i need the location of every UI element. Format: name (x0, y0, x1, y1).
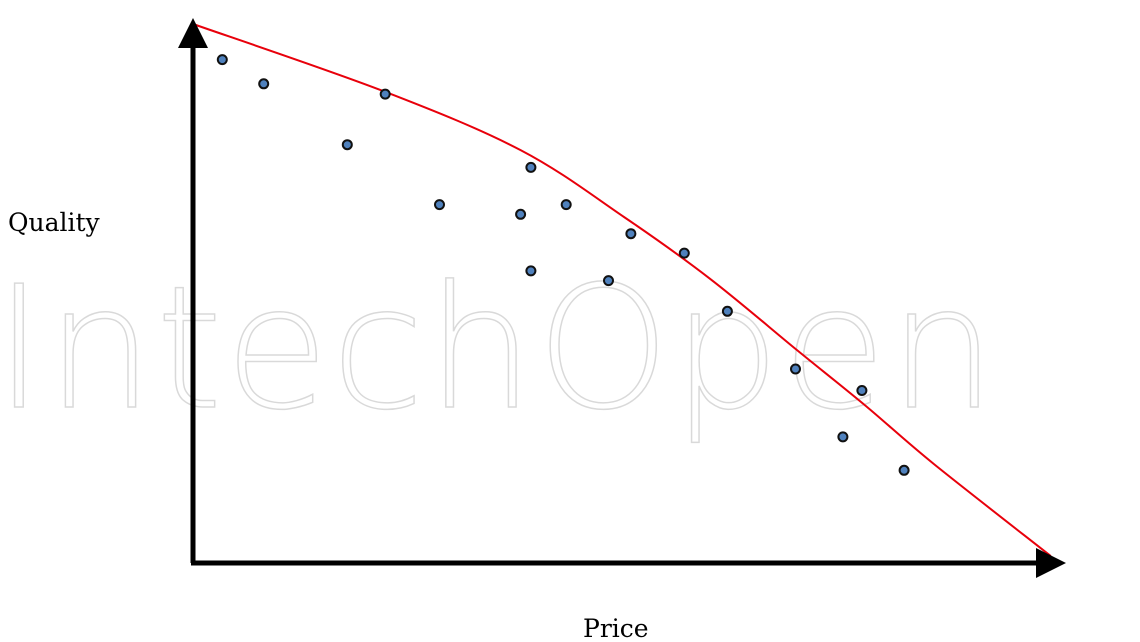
scatter-point-6 (515, 208, 527, 220)
scatter-point-10 (603, 275, 614, 287)
scatter-point-9 (560, 199, 572, 211)
scatter-point-1 (216, 54, 228, 66)
scatter-point-5 (434, 199, 445, 211)
scatter-point-14 (790, 363, 801, 375)
y-axis-title: Quality (8, 208, 101, 237)
scatter-point-7 (525, 161, 537, 173)
scatter-point-15 (837, 431, 849, 443)
watermark-text: IntechOpen (0, 250, 998, 448)
scatter-point-13 (721, 305, 733, 317)
points-layer (216, 54, 910, 476)
scatter-point-4 (379, 88, 391, 100)
scatter-point-17 (898, 464, 910, 476)
scatter-point-12 (678, 247, 690, 259)
scatter-point-2 (258, 78, 270, 90)
scatter-point-11 (625, 228, 637, 240)
scatter-point-16 (856, 385, 868, 396)
scatter-point-3 (341, 139, 353, 151)
scatter-point-8 (525, 265, 537, 277)
x-axis-title: Price (583, 614, 649, 642)
